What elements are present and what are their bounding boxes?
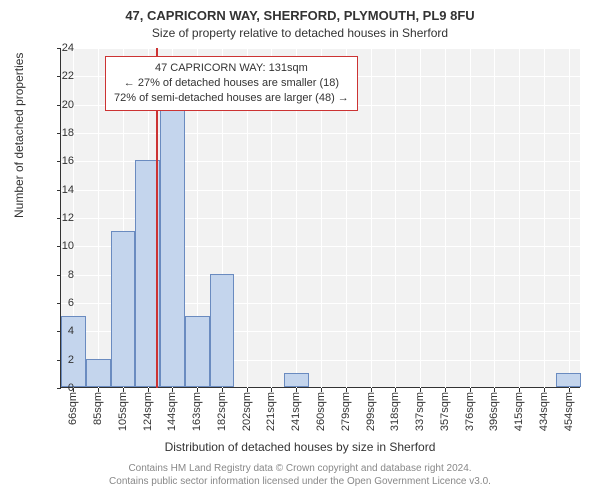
y-tick-label: 14 bbox=[44, 184, 74, 196]
x-tick-label: 163sqm bbox=[191, 392, 203, 431]
histogram-bar bbox=[185, 316, 210, 387]
x-tick-label: 376sqm bbox=[464, 392, 476, 431]
x-tick-label: 396sqm bbox=[488, 392, 500, 431]
gridline-v bbox=[98, 48, 99, 388]
gridline-v bbox=[371, 48, 372, 388]
x-tick-label: 202sqm bbox=[241, 392, 253, 431]
x-tick-label: 260sqm bbox=[315, 392, 327, 431]
y-tick-label: 12 bbox=[44, 212, 74, 224]
x-tick-label: 124sqm bbox=[142, 392, 154, 431]
info-box-line3: 72% of semi-detached houses are larger (… bbox=[114, 91, 349, 106]
x-tick-label: 337sqm bbox=[414, 392, 426, 431]
gridline-v bbox=[395, 48, 396, 388]
x-tick-label: 66sqm bbox=[67, 392, 79, 425]
y-tick-label: 20 bbox=[44, 99, 74, 111]
info-box: 47 CAPRICORN WAY: 131sqm← 27% of detache… bbox=[105, 56, 358, 111]
gridline-v bbox=[494, 48, 495, 388]
y-tick-label: 10 bbox=[44, 240, 74, 252]
y-tick-label: 6 bbox=[44, 297, 74, 309]
footer-line2: Contains public sector information licen… bbox=[0, 475, 600, 488]
gridline-v bbox=[544, 48, 545, 388]
gridline-v bbox=[420, 48, 421, 388]
footer-line1: Contains HM Land Registry data © Crown c… bbox=[0, 462, 600, 475]
footer-attribution: Contains HM Land Registry data © Crown c… bbox=[0, 462, 600, 488]
info-box-line2: ← 27% of detached houses are smaller (18… bbox=[114, 76, 349, 91]
histogram-bar bbox=[284, 373, 309, 387]
plot-area: 66sqm85sqm105sqm124sqm144sqm163sqm182sqm… bbox=[60, 48, 580, 388]
histogram-bar bbox=[160, 104, 185, 387]
y-tick-label: 24 bbox=[44, 42, 74, 54]
plot-outer: 66sqm85sqm105sqm124sqm144sqm163sqm182sqm… bbox=[60, 48, 580, 388]
x-tick-label: 221sqm bbox=[265, 392, 277, 431]
x-tick-label: 241sqm bbox=[290, 392, 302, 431]
x-tick-label: 182sqm bbox=[216, 392, 228, 431]
x-tick-label: 357sqm bbox=[439, 392, 451, 431]
chart-title-address: 47, CAPRICORN WAY, SHERFORD, PLYMOUTH, P… bbox=[0, 8, 600, 23]
x-tick-label: 105sqm bbox=[117, 392, 129, 431]
histogram-bar bbox=[556, 373, 581, 387]
histogram-bar bbox=[86, 359, 111, 387]
y-tick-label: 2 bbox=[44, 354, 74, 366]
x-tick-label: 279sqm bbox=[340, 392, 352, 431]
x-tick-label: 299sqm bbox=[365, 392, 377, 431]
gridline-v bbox=[519, 48, 520, 388]
x-tick-label: 434sqm bbox=[538, 392, 550, 431]
x-tick-label: 415sqm bbox=[513, 392, 525, 431]
histogram-bar bbox=[111, 231, 136, 387]
x-tick-label: 318sqm bbox=[389, 392, 401, 431]
y-tick-label: 18 bbox=[44, 127, 74, 139]
x-tick-label: 85sqm bbox=[92, 392, 104, 425]
y-tick-label: 16 bbox=[44, 155, 74, 167]
x-axis-label: Distribution of detached houses by size … bbox=[0, 440, 600, 454]
chart-container: 47, CAPRICORN WAY, SHERFORD, PLYMOUTH, P… bbox=[0, 0, 600, 500]
info-box-line1: 47 CAPRICORN WAY: 131sqm bbox=[114, 61, 349, 76]
histogram-bar bbox=[210, 274, 235, 387]
gridline-v bbox=[470, 48, 471, 388]
gridline-v bbox=[445, 48, 446, 388]
y-tick-label: 0 bbox=[44, 382, 74, 394]
chart-subtitle: Size of property relative to detached ho… bbox=[0, 26, 600, 40]
gridline-v bbox=[569, 48, 570, 388]
x-tick-label: 454sqm bbox=[563, 392, 575, 431]
y-axis-label: Number of detached properties bbox=[12, 53, 26, 218]
y-tick-label: 8 bbox=[44, 269, 74, 281]
y-tick-label: 22 bbox=[44, 70, 74, 82]
x-tick-label: 144sqm bbox=[166, 392, 178, 431]
y-tick-label: 4 bbox=[44, 325, 74, 337]
